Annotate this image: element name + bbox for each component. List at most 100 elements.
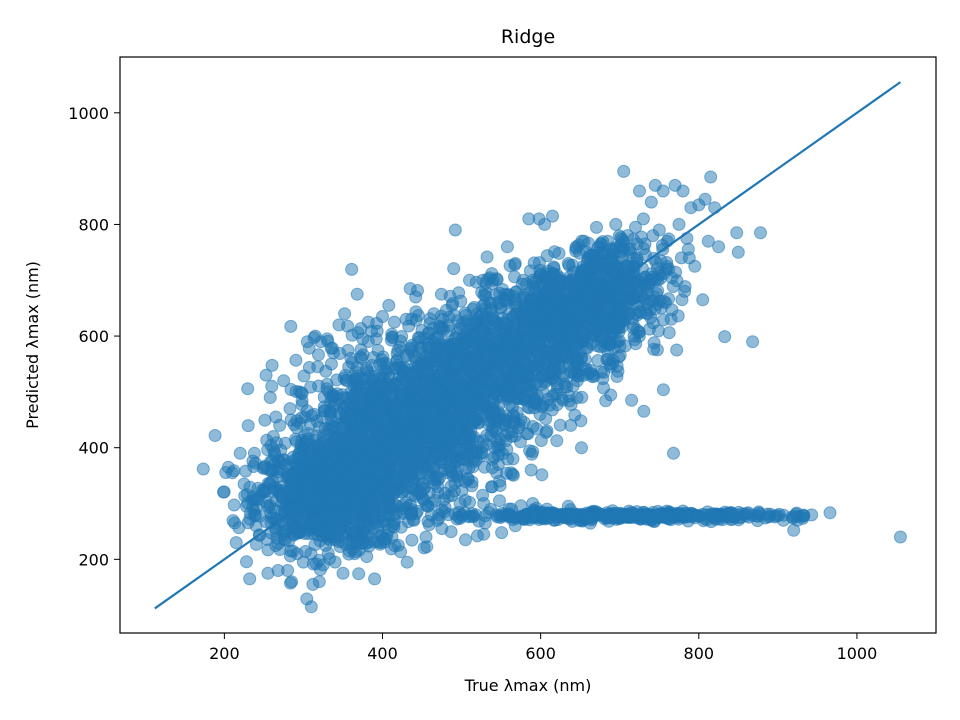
- chart-title: Ridge: [501, 26, 555, 48]
- data-point: [465, 507, 479, 521]
- data-point: [349, 372, 363, 386]
- data-point: [652, 223, 666, 237]
- data-point: [433, 424, 447, 438]
- data-point: [584, 261, 598, 275]
- data-point: [335, 421, 349, 434]
- data-point: [525, 447, 539, 461]
- data-point: [656, 184, 670, 198]
- data-point: [269, 539, 283, 552]
- data-point: [665, 303, 679, 317]
- data-point: [675, 293, 689, 307]
- data-point: [284, 413, 298, 427]
- data-point: [628, 277, 642, 291]
- data-point: [548, 311, 561, 325]
- data-point: [261, 499, 275, 513]
- data-point: [452, 286, 466, 300]
- data-point: [417, 482, 431, 496]
- data-point: [535, 400, 549, 414]
- data-point: [524, 463, 538, 477]
- data-point: [256, 484, 270, 498]
- data-point: [513, 435, 527, 449]
- data-point: [545, 346, 559, 360]
- data-point: [420, 540, 434, 554]
- data-point: [552, 246, 566, 260]
- data-point: [599, 394, 613, 408]
- data-point: [503, 259, 517, 273]
- data-point: [495, 526, 509, 540]
- data-point: [263, 391, 277, 404]
- data-point: [594, 365, 608, 379]
- data-point: [293, 451, 307, 465]
- data-point: [633, 184, 646, 198]
- data-point: [637, 404, 651, 418]
- data-point: [731, 245, 745, 259]
- data-point: [480, 250, 494, 264]
- data-point: [259, 515, 273, 529]
- data-point: [289, 353, 303, 367]
- data-point: [277, 374, 291, 388]
- data-point: [474, 324, 488, 337]
- data-point: [538, 217, 552, 231]
- data-point: [533, 263, 547, 277]
- data-point: [613, 307, 627, 321]
- data-point: [284, 490, 298, 504]
- data-point: [564, 398, 578, 412]
- data-point: [746, 335, 760, 349]
- data-point: [636, 212, 650, 226]
- data-point: [461, 448, 475, 462]
- data-point: [601, 301, 615, 315]
- data-point: [447, 262, 461, 276]
- data-point: [239, 464, 253, 478]
- data-point: [389, 472, 403, 486]
- data-point: [384, 542, 398, 556]
- data-point: [300, 523, 314, 537]
- data-point: [295, 411, 309, 424]
- data-point: [712, 240, 726, 254]
- data-point: [534, 307, 548, 321]
- data-point: [696, 293, 710, 307]
- data-point: [553, 418, 567, 432]
- x-tick-label: 600: [525, 644, 556, 663]
- data-point: [650, 262, 664, 275]
- data-point: [550, 434, 564, 448]
- data-point: [357, 421, 371, 435]
- data-point: [352, 567, 366, 581]
- data-point: [680, 231, 694, 245]
- data-point: [535, 468, 549, 482]
- x-tick-label: 400: [367, 644, 398, 663]
- data-point: [356, 348, 370, 362]
- data-point: [233, 446, 247, 460]
- data-point: [722, 507, 736, 521]
- y-tick-label: 400: [78, 439, 109, 458]
- data-point: [422, 326, 435, 340]
- data-point: [477, 288, 491, 302]
- data-point: [275, 456, 289, 470]
- data-point: [240, 488, 254, 502]
- data-point: [455, 484, 469, 498]
- data-point: [546, 267, 560, 280]
- data-point: [402, 319, 416, 333]
- data-point: [394, 334, 408, 348]
- data-point: [644, 195, 658, 209]
- data-point: [681, 242, 695, 256]
- data-point: [608, 245, 622, 258]
- data-point: [617, 164, 631, 178]
- data-point: [365, 495, 379, 509]
- data-point: [635, 230, 648, 244]
- data-point: [461, 473, 475, 487]
- data-point: [273, 418, 287, 432]
- data-point: [385, 519, 399, 533]
- data-point: [241, 419, 255, 433]
- data-point: [396, 485, 409, 499]
- data-point: [553, 362, 567, 376]
- data-point: [265, 358, 279, 372]
- data-point: [227, 498, 241, 512]
- data-point: [574, 414, 588, 428]
- data-point: [496, 283, 509, 296]
- data-point: [377, 357, 390, 370]
- data-point: [307, 331, 321, 345]
- data-point: [529, 275, 543, 289]
- data-point: [596, 235, 610, 249]
- data-point: [438, 486, 452, 500]
